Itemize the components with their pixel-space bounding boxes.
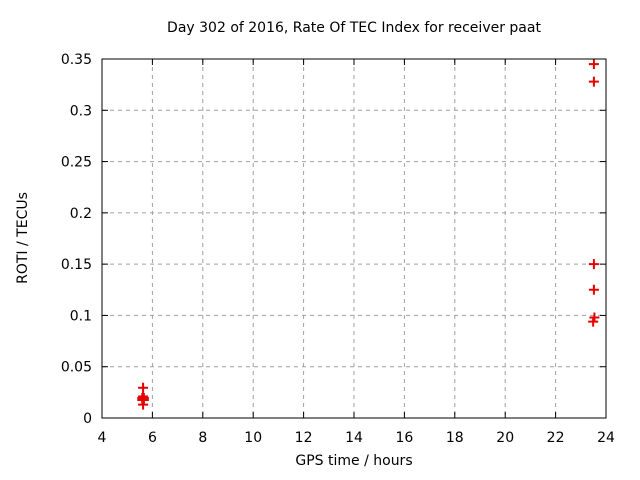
data-point-marker bbox=[588, 59, 599, 70]
data-point-marker bbox=[588, 316, 599, 327]
data-point-marker bbox=[588, 76, 599, 87]
x-tick-label: 16 bbox=[395, 430, 413, 446]
y-tick-label: 0 bbox=[83, 411, 92, 427]
x-tick-label: 4 bbox=[98, 430, 107, 446]
plot-border bbox=[101, 58, 607, 419]
data-point-marker bbox=[588, 259, 599, 270]
x-tick-label: 22 bbox=[547, 430, 565, 446]
y-tick-label: 0.35 bbox=[61, 52, 92, 68]
x-tick-label: 10 bbox=[244, 430, 262, 446]
x-tick-label: 24 bbox=[597, 430, 615, 446]
chart-title: Day 302 of 2016, Rate Of TEC Index for r… bbox=[167, 20, 541, 36]
tick-label-layer: 4 6 8 10 12 14 16 18 20 22 24 0 0.05 0.1 0.15 0.2 0.25 0.… bbox=[61, 52, 615, 446]
data-point-marker bbox=[588, 284, 599, 295]
x-tick-label: 6 bbox=[148, 430, 157, 446]
y-tick-label: 0.25 bbox=[61, 155, 92, 171]
x-tick-label: 18 bbox=[446, 430, 464, 446]
y-tick-label: 0.1 bbox=[70, 308, 92, 324]
x-tick-label: 8 bbox=[198, 430, 207, 446]
x-axis-label: GPS time / hours bbox=[295, 453, 412, 469]
x-tick-label: 12 bbox=[295, 430, 313, 446]
grid-layer bbox=[102, 58, 607, 418]
data-point-layer bbox=[137, 59, 600, 410]
y-axis-label: ROTI / TECUs bbox=[15, 192, 31, 284]
y-tick-label: 0.05 bbox=[61, 360, 92, 376]
data-point-marker bbox=[138, 382, 149, 393]
x-tick-label: 14 bbox=[345, 430, 363, 446]
y-tick-label: 0.3 bbox=[70, 103, 92, 119]
x-tick-label: 20 bbox=[496, 430, 514, 446]
data-point-marker bbox=[138, 399, 149, 410]
y-tick-label: 0.15 bbox=[61, 257, 92, 273]
y-tick-label: 0.2 bbox=[70, 206, 92, 222]
